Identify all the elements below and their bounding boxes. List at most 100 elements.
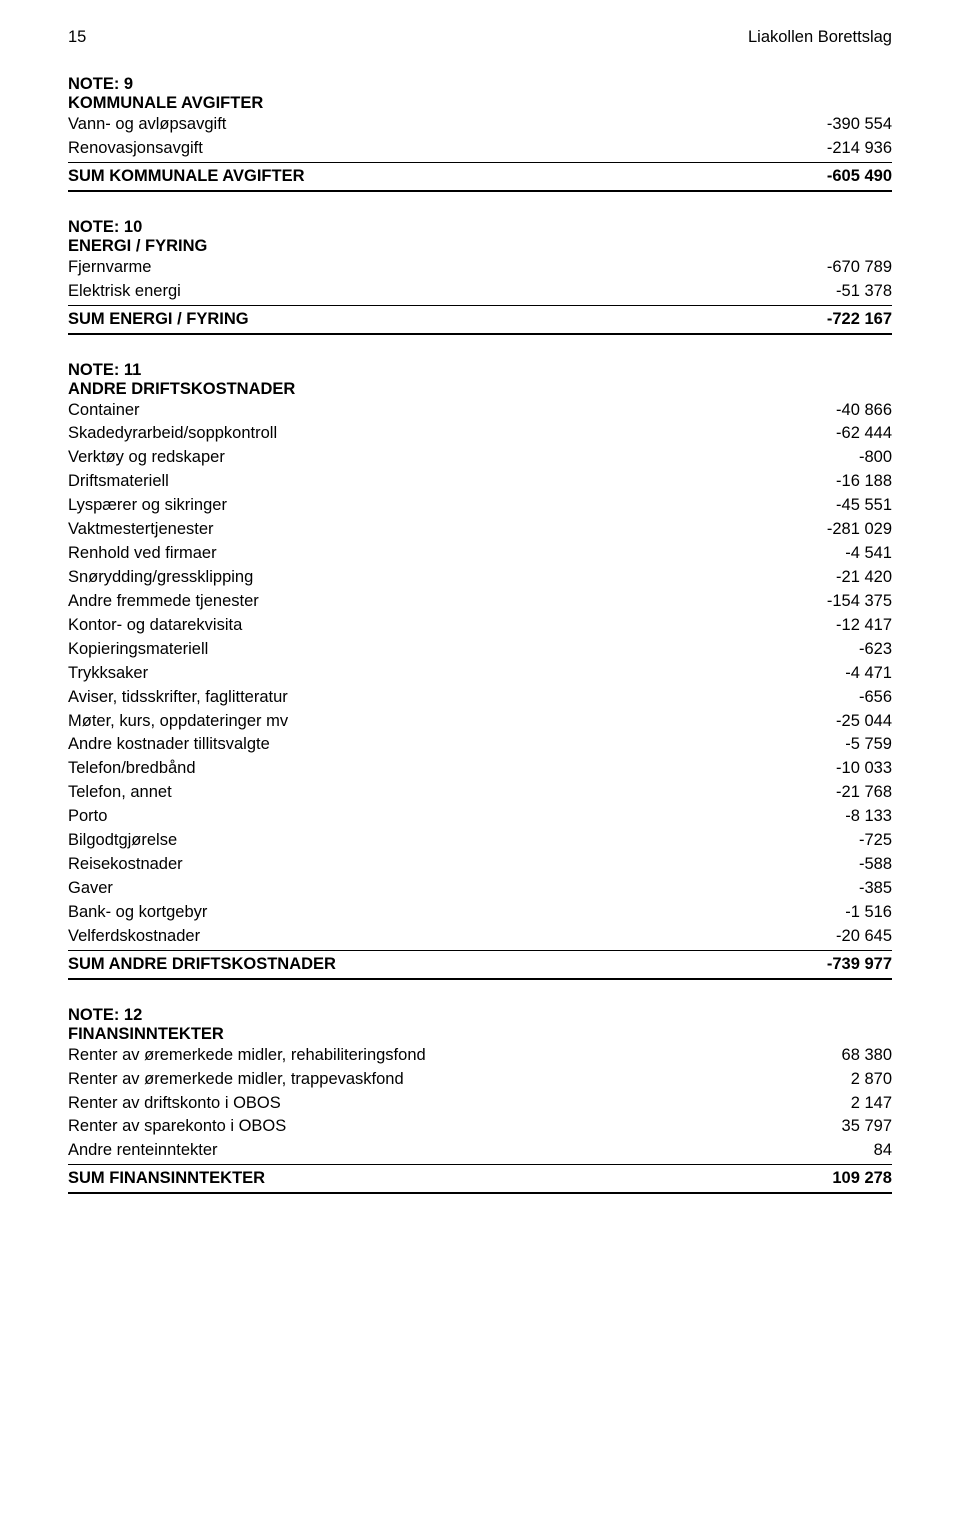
row-value: 35 797 [842,1115,892,1139]
table-row: Container-40 866 [68,399,892,423]
sum-value: -722 167 [827,308,892,332]
note-12-sum: SUM FINANSINNTEKTER 109 278 [68,1167,892,1191]
row-value: -20 645 [836,925,892,949]
row-label: Bilgodtgjørelse [68,829,177,853]
table-row: Renovasjonsavgift -214 936 [68,137,892,161]
table-row: Bank- og kortgebyr -1 516 [68,901,892,925]
table-row: Aviser, tidsskrifter, faglitteratur-656 [68,686,892,710]
row-value: -45 551 [836,494,892,518]
row-value: -281 029 [827,518,892,542]
page-number: 15 [68,28,86,47]
sum-value: -739 977 [827,953,892,977]
document-title: Liakollen Borettslag [748,28,892,47]
note-11-sum: SUM ANDRE DRIFTSKOSTNADER -739 977 [68,953,892,977]
row-label: Verktøy og redskaper [68,446,225,470]
table-row: Velferdskostnader -20 645 [68,925,892,949]
row-label: Renter av øremerkede midler, trappevaskf… [68,1068,404,1092]
page-header: 15 Liakollen Borettslag [68,28,892,47]
table-row: Trykksaker -4 471 [68,662,892,686]
row-label: Møter, kurs, oppdateringer mv [68,710,288,734]
row-label: Trykksaker [68,662,148,686]
row-label: Renter av driftskonto i OBOS [68,1092,281,1116]
row-value: -1 516 [845,901,892,925]
rule [68,1164,892,1165]
row-value: -725 [859,829,892,853]
row-value: -12 417 [836,614,892,638]
table-row: Skadedyrarbeid/soppkontroll-62 444 [68,422,892,446]
rule [68,162,892,163]
table-row: Driftsmateriell-16 188 [68,470,892,494]
sum-label: SUM ENERGI / FYRING [68,308,249,332]
row-label: Snørydding/gressklipping [68,566,253,590]
sum-value: -605 490 [827,165,892,189]
row-value: -800 [859,446,892,470]
sum-label: SUM ANDRE DRIFTSKOSTNADER [68,953,336,977]
row-value: 84 [874,1139,892,1163]
row-label: Bank- og kortgebyr [68,901,207,925]
row-value: -390 554 [827,113,892,137]
table-row: Gaver-385 [68,877,892,901]
row-value: -51 378 [836,280,892,304]
row-value: 2 147 [851,1092,892,1116]
note-9-section: NOTE: 9 KOMMUNALE AVGIFTER Vann- og avlø… [68,75,892,192]
table-row: Bilgodtgjørelse -725 [68,829,892,853]
table-row: Vaktmestertjenester -281 029 [68,518,892,542]
row-value: -154 375 [827,590,892,614]
table-row: Andre fremmede tjenester -154 375 [68,590,892,614]
row-label: Kontor- og datarekvisita [68,614,242,638]
row-label: Telefon/bredbånd [68,757,196,781]
rule [68,305,892,306]
table-row: Verktøy og redskaper -800 [68,446,892,470]
row-label: Lyspærer og sikringer [68,494,227,518]
table-row: Lyspærer og sikringer -45 551 [68,494,892,518]
row-value: -4 471 [845,662,892,686]
row-value: -4 541 [845,542,892,566]
note-10-section: NOTE: 10 ENERGI / FYRING Fjernvarme-670 … [68,218,892,335]
row-value: 68 380 [842,1044,892,1068]
row-label: Renter av øremerkede midler, rehabiliter… [68,1044,426,1068]
table-row: Reisekostnader-588 [68,853,892,877]
rule [68,978,892,980]
row-label: Vann- og avløpsavgift [68,113,226,137]
row-value: -214 936 [827,137,892,161]
rule [68,1192,892,1194]
table-row: Renter av øremerkede midler, trappevaskf… [68,1068,892,1092]
table-row: Andre renteinntekter 84 [68,1139,892,1163]
row-label: Renter av sparekonto i OBOS [68,1115,286,1139]
note-12-section: NOTE: 12 FINANSINNTEKTER Renter av øreme… [68,1006,892,1195]
row-label: Renovasjonsavgift [68,137,203,161]
row-value: -62 444 [836,422,892,446]
note-10-label: NOTE: 10 [68,218,892,237]
table-row: Kontor- og datarekvisita -12 417 [68,614,892,638]
row-label: Kopieringsmateriell [68,638,208,662]
row-label: Driftsmateriell [68,470,169,494]
row-label: Vaktmestertjenester [68,518,214,542]
note-11-label: NOTE: 11 [68,361,892,380]
row-label: Andre renteinntekter [68,1139,218,1163]
note-9-sum: SUM KOMMUNALE AVGIFTER -605 490 [68,165,892,189]
row-value: -25 044 [836,710,892,734]
row-value: -8 133 [845,805,892,829]
row-label: Aviser, tidsskrifter, faglitteratur [68,686,288,710]
row-label: Velferdskostnader [68,925,200,949]
table-row: Andre kostnader tillitsvalgte -5 759 [68,733,892,757]
note-12-title: FINANSINNTEKTER [68,1025,892,1044]
row-value: -385 [859,877,892,901]
row-label: Telefon, annet [68,781,172,805]
note-9-label: NOTE: 9 [68,75,892,94]
row-value: -10 033 [836,757,892,781]
row-value: -40 866 [836,399,892,423]
table-row: Snørydding/gressklipping-21 420 [68,566,892,590]
table-row: Renhold ved firmaer-4 541 [68,542,892,566]
row-value: -5 759 [845,733,892,757]
table-row: Møter, kurs, oppdateringer mv -25 044 [68,710,892,734]
note-11-title: ANDRE DRIFTSKOSTNADER [68,380,892,399]
row-label: Andre kostnader tillitsvalgte [68,733,270,757]
note-10-title: ENERGI / FYRING [68,237,892,256]
table-row: Porto -8 133 [68,805,892,829]
row-label: Porto [68,805,107,829]
row-value: -21 768 [836,781,892,805]
row-value: -623 [859,638,892,662]
row-label: Andre fremmede tjenester [68,590,259,614]
row-label: Reisekostnader [68,853,183,877]
